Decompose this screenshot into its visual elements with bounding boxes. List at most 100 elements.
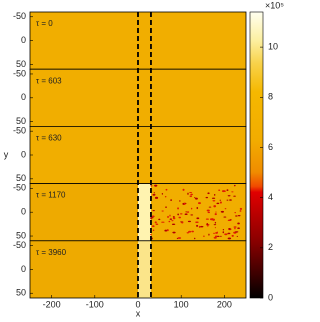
speckle xyxy=(233,195,236,197)
y-tick-label: 50 xyxy=(16,173,26,183)
speckle xyxy=(185,211,187,213)
texture xyxy=(30,183,138,241)
speckle xyxy=(195,221,199,223)
speckle xyxy=(184,213,188,216)
speckle xyxy=(171,223,176,226)
speckle xyxy=(191,230,195,233)
speckle xyxy=(208,206,212,208)
speckle xyxy=(231,234,234,237)
speckle xyxy=(165,188,168,191)
speckle xyxy=(227,219,232,222)
speckle xyxy=(186,232,190,234)
speckle xyxy=(189,192,193,194)
speckle xyxy=(187,220,191,223)
speckle xyxy=(235,215,238,217)
speckle xyxy=(194,237,196,240)
speckle xyxy=(212,200,216,202)
speckle xyxy=(208,233,210,236)
speckle xyxy=(166,229,169,232)
speckle xyxy=(224,233,228,236)
speckle xyxy=(153,192,156,194)
colorbar-tick-label: 8 xyxy=(268,92,273,102)
speckle xyxy=(213,232,215,234)
speckle xyxy=(227,232,231,235)
speckle xyxy=(214,213,217,216)
y-axis-label: y xyxy=(4,149,9,159)
bright-band xyxy=(138,183,151,241)
speckle xyxy=(239,207,243,210)
speckle xyxy=(206,222,209,226)
y-tick-label: 50 xyxy=(16,288,26,298)
speckle xyxy=(165,206,167,208)
speckle xyxy=(168,220,171,223)
speckle xyxy=(207,211,211,214)
speckle xyxy=(161,210,164,212)
y-tick-label: 0 xyxy=(21,207,26,217)
speckle xyxy=(164,229,168,232)
speckle xyxy=(164,196,167,198)
speckle xyxy=(188,230,192,233)
speckle xyxy=(190,193,194,196)
speckle xyxy=(207,224,209,227)
y-tick-label: 50 xyxy=(16,230,26,240)
y-tick-label: 50 xyxy=(16,59,26,69)
colorbar-scale-label: ×10⁵ xyxy=(265,0,284,10)
speckle xyxy=(231,191,234,193)
speckle xyxy=(190,214,194,216)
speckle xyxy=(214,221,217,224)
speckle xyxy=(154,221,157,224)
speckle xyxy=(179,213,183,215)
colorbar-tick-label: 2 xyxy=(268,242,273,252)
speckle xyxy=(227,237,232,240)
speckle xyxy=(213,205,217,208)
texture xyxy=(30,240,138,298)
speckle xyxy=(229,199,232,201)
speckle xyxy=(226,199,229,201)
x-axis-label: x xyxy=(136,308,141,318)
speckle xyxy=(196,224,199,227)
speckle xyxy=(219,199,221,201)
speckle xyxy=(158,218,161,221)
y-tick-label: 50 xyxy=(16,116,26,126)
speckle xyxy=(219,201,222,204)
speckle xyxy=(220,235,222,237)
x-tick-label: -100 xyxy=(86,299,104,309)
speckle xyxy=(215,232,218,234)
speckle xyxy=(222,229,225,231)
panel-label: τ = 3960 xyxy=(36,248,67,257)
speckle xyxy=(214,227,217,229)
y-tick-label: -50 xyxy=(13,240,26,250)
speckle xyxy=(154,184,158,187)
speckle xyxy=(202,235,205,237)
speckle xyxy=(194,197,196,199)
speckle xyxy=(228,228,231,230)
speckle xyxy=(177,213,180,216)
panel-label: τ = 0 xyxy=(36,19,53,28)
speckle xyxy=(220,210,225,213)
speckle xyxy=(222,231,225,234)
speckle xyxy=(154,196,159,199)
colorbar-tick-label: 4 xyxy=(268,192,273,202)
y-tick-label: 0 xyxy=(21,92,26,102)
speckle xyxy=(222,190,226,192)
speckle xyxy=(181,221,184,224)
speckle xyxy=(150,217,154,219)
speckle xyxy=(170,199,172,202)
speckle xyxy=(197,202,201,205)
speckle xyxy=(205,196,209,199)
speckle xyxy=(169,218,173,220)
speckle xyxy=(207,192,210,195)
speckle xyxy=(151,215,155,218)
speckle xyxy=(151,225,155,228)
speckle xyxy=(234,231,239,233)
colorbar-tick-label: 0 xyxy=(268,292,273,302)
speckle xyxy=(211,197,216,199)
speckle xyxy=(216,202,220,205)
speckle xyxy=(182,203,185,205)
speckle xyxy=(211,218,214,221)
speckle xyxy=(205,218,209,220)
speckle xyxy=(206,209,210,212)
panel-label: τ = 630 xyxy=(36,134,62,143)
speckle xyxy=(172,217,176,220)
speckle xyxy=(215,211,217,213)
